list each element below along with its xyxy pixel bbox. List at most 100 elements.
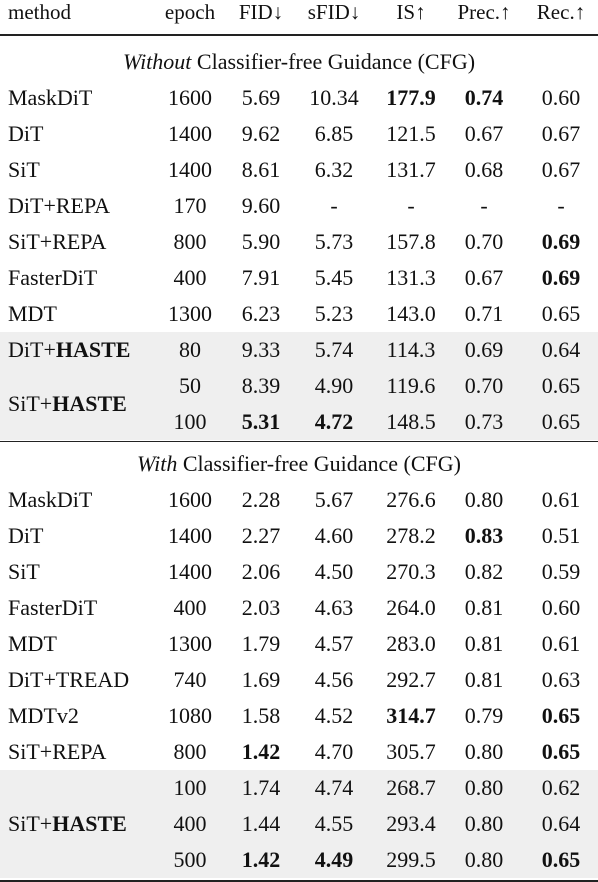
table-cell: 0.67 (464, 121, 504, 146)
section-title-emphasis: With (137, 451, 178, 476)
table-cell: 0.67 (541, 121, 581, 146)
table-cell: 305.7 (386, 739, 436, 764)
table-cell: 0.80 (464, 775, 504, 800)
table-cell: 0.65 (541, 409, 581, 434)
table-cell: - (407, 193, 415, 218)
table-cell: 0.80 (464, 847, 504, 872)
table-row: DiT 1400 9.62 6.85 121.5 0.67 0.67 (0, 116, 598, 152)
table-cell: 1600 (168, 85, 212, 110)
method-name: DiT+REPA (8, 193, 111, 218)
table-cell: 0.67 (464, 265, 504, 290)
table-row: 100 5.31 4.72 148.5 0.73 0.65 (0, 404, 598, 440)
table-cell: 143.0 (386, 301, 436, 326)
table-cell: - (480, 193, 488, 218)
method-name-bold: HASTE (52, 811, 127, 836)
table-row: MDT 1300 1.79 4.57 283.0 0.81 0.61 (0, 626, 598, 662)
table-cell: 4.52 (314, 703, 354, 728)
table-cell: 9.33 (241, 337, 281, 362)
table-cell: 7.91 (241, 265, 281, 290)
table-row: MDT 1300 6.23 5.23 143.0 0.71 0.65 (0, 296, 598, 332)
table-row: DiT+HASTE 80 9.33 5.74 114.3 0.69 0.64 (0, 332, 598, 368)
header-cell-1: epoch (164, 0, 216, 24)
table-cell: 5.23 (314, 301, 354, 326)
table-row: SiT+REPA 800 1.42 4.70 305.7 0.80 0.65 (0, 734, 598, 770)
table-cell: 0.82 (464, 559, 504, 584)
table-row: FasterDiT 400 7.91 5.45 131.3 0.67 0.69 (0, 260, 598, 296)
table-cell: 1.42 (241, 739, 281, 764)
table-cell: 2.03 (241, 595, 281, 620)
table-cell: 8.61 (241, 157, 281, 182)
table-cell: 1.44 (241, 811, 281, 836)
section-title: Without Classifier-free Guidance (CFG) (0, 44, 598, 80)
table-cell: 2.28 (241, 487, 281, 512)
table-cell: 1.58 (241, 703, 281, 728)
table-cell: 5.73 (314, 229, 354, 254)
table-row: DiT+TREAD 740 1.69 4.56 292.7 0.81 0.63 (0, 662, 598, 698)
table-cell: 0.64 (541, 337, 581, 362)
table-row: SiT 1400 2.06 4.50 270.3 0.82 0.59 (0, 554, 598, 590)
table-cell: 4.63 (314, 595, 354, 620)
method-name: SiT (8, 157, 40, 182)
table-cell: 1300 (168, 631, 212, 656)
table-cell: 50 (179, 373, 201, 398)
method-name: MDT (8, 631, 57, 656)
table-cell: 314.7 (386, 703, 436, 728)
section-title: With Classifier-free Guidance (CFG) (0, 446, 598, 482)
table-cell: 0.79 (464, 703, 504, 728)
method-name-bold: HASTE (52, 391, 127, 416)
table-cell: 4.49 (314, 847, 354, 872)
table-cell: 0.65 (541, 301, 581, 326)
table-cell: 157.8 (386, 229, 436, 254)
table-cell: 6.85 (314, 121, 354, 146)
method-name: DiT (8, 523, 44, 548)
table-row: SiT+HASTE 100 1.74 4.74 268.7 0.80 0.62 (0, 770, 598, 836)
method-name-plain: DiT+ (8, 337, 56, 362)
table-row: SiT+REPA 800 5.90 5.73 157.8 0.70 0.69 (0, 224, 598, 260)
table-row: MDTv2 1080 1.58 4.52 314.7 0.79 0.65 (0, 698, 598, 734)
method-name-plain: SiT+ (8, 811, 53, 836)
table-cell: 400 (173, 265, 207, 290)
method-name: FasterDiT (8, 595, 98, 620)
table-cell: 5.69 (241, 85, 281, 110)
method-name: MaskDiT (8, 85, 93, 110)
table-cell: 9.60 (241, 193, 281, 218)
method-name: DiT+TREAD (8, 667, 130, 692)
table-cell: 0.62 (541, 775, 581, 800)
table-cell: 299.5 (386, 847, 436, 872)
table-cell: 0.64 (541, 811, 581, 836)
table-cell: 0.70 (464, 229, 504, 254)
table-cell: 500 (173, 847, 207, 872)
table-cell: 0.67 (541, 157, 581, 182)
table-cell: 6.23 (241, 301, 281, 326)
table-cell: 131.3 (386, 265, 436, 290)
table-cell: 0.80 (464, 739, 504, 764)
table-cell: 0.61 (541, 631, 581, 656)
method-name: MDTv2 (8, 703, 79, 728)
table-cell: 0.81 (464, 631, 504, 656)
table-cell: 114.3 (386, 337, 436, 362)
header-cell-6: Rec.↑ (536, 0, 586, 24)
table-cell: 0.61 (541, 487, 581, 512)
table-cell: 5.90 (241, 229, 281, 254)
table-cell: 276.6 (386, 487, 436, 512)
method-name: SiT+REPA (8, 229, 107, 254)
table-row: MaskDiT 1600 2.28 5.67 276.6 0.80 0.61 (0, 482, 598, 518)
table-cell: 0.74 (464, 85, 504, 110)
table-cell: 292.7 (386, 667, 436, 692)
table-cell: 283.0 (386, 631, 436, 656)
table-cell: 170 (173, 193, 207, 218)
table-cell: 0.60 (541, 595, 581, 620)
table-cell: 0.68 (464, 157, 504, 182)
table-cell: 0.65 (541, 739, 581, 764)
table-cell: 4.56 (314, 667, 354, 692)
table-cell: 1.74 (241, 775, 281, 800)
table-cell: 1400 (168, 121, 212, 146)
table-cell: 5.31 (241, 409, 281, 434)
table-cell: 4.70 (314, 739, 354, 764)
table-rule (0, 34, 598, 36)
table-cell: 100 (173, 775, 207, 800)
table-row: MaskDiT 1600 5.69 10.34 177.9 0.74 0.60 (0, 80, 598, 116)
header-cell-0: method (8, 0, 71, 24)
table-cell: 1.69 (241, 667, 281, 692)
table-cell: 0.65 (541, 373, 581, 398)
